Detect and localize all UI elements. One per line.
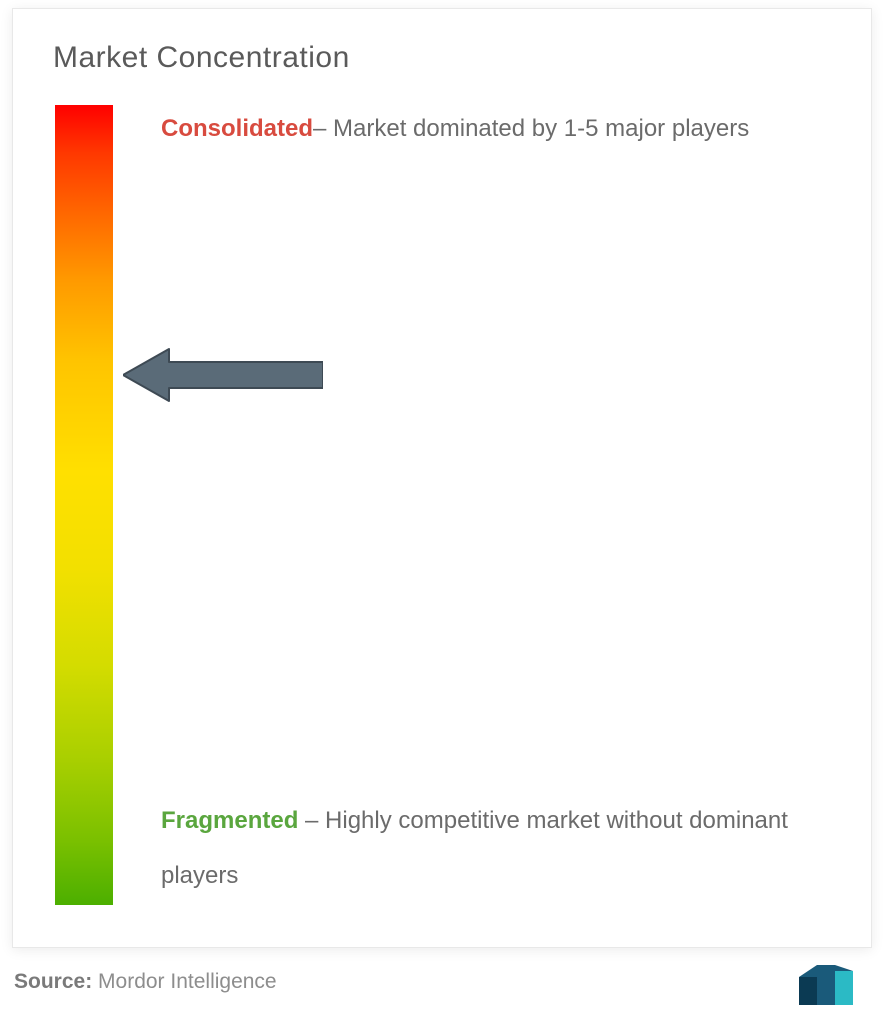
card-title: Market Concentration [53, 41, 831, 75]
source-name: Mordor Intelligence [92, 970, 276, 993]
concentration-gradient-bar [55, 105, 113, 905]
consolidated-key: Consolidated [161, 115, 313, 142]
fragmented-key: Fragmented [161, 807, 298, 834]
footer: Source: Mordor Intelligence [14, 962, 867, 1002]
source-label: Source: [14, 970, 92, 993]
card-content: Consolidated– Market dominated by 1-5 ma… [53, 105, 831, 905]
infographic-card: Market Concentration Consolidated– Marke… [12, 8, 872, 948]
fragmented-label-block: Fragmented – Highly competitive market w… [161, 793, 821, 903]
consolidated-desc: – Market dominated by 1-5 major players [313, 115, 749, 142]
brand-logo-icon [795, 959, 867, 1005]
source-text: Source: Mordor Intelligence [14, 970, 277, 994]
consolidated-label-block: Consolidated– Market dominated by 1-5 ma… [161, 101, 821, 156]
arrow-icon [123, 347, 323, 403]
position-arrow [123, 347, 323, 407]
